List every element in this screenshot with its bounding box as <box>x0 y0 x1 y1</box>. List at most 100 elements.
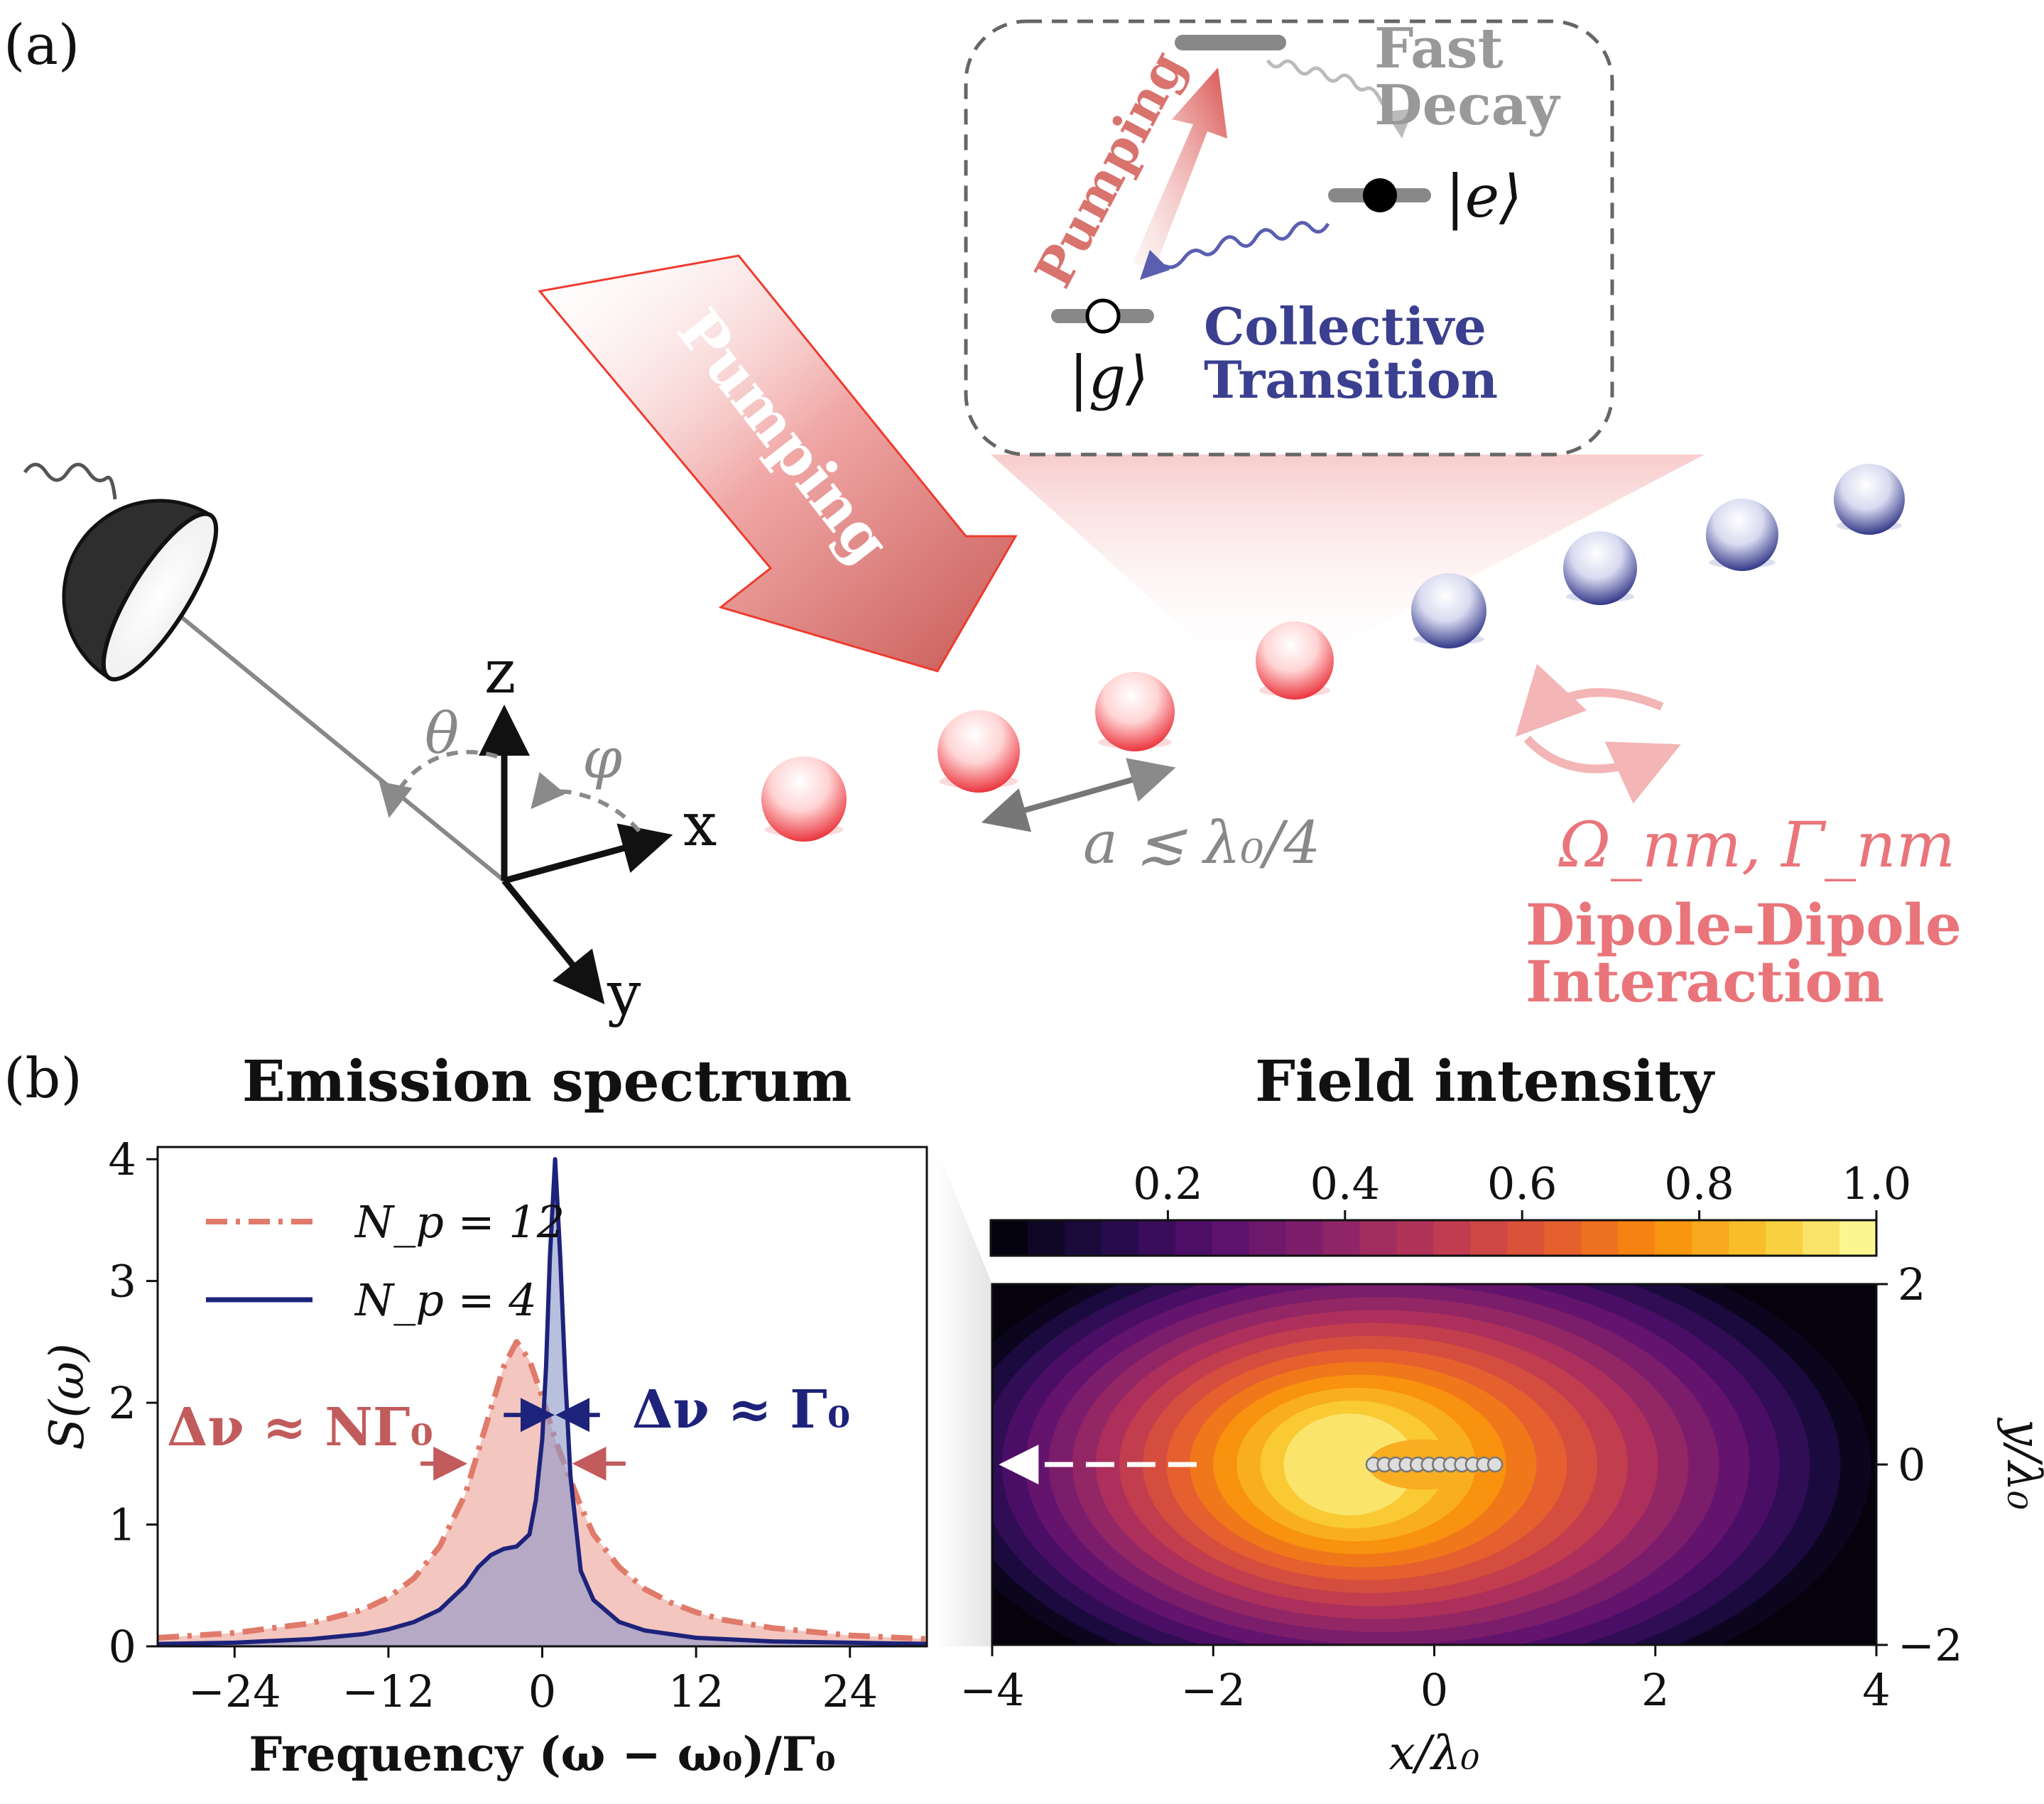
colorbar-segment <box>1692 1220 1730 1256</box>
coupling-label: Ω_nm, Γ_nm <box>1558 808 1955 881</box>
colorbar-segment <box>1766 1220 1804 1256</box>
excited-atom <box>761 756 847 842</box>
colorbar-segment <box>1581 1220 1619 1256</box>
atom-marker <box>1486 1456 1504 1473</box>
spectrum-title: Emission spectrum <box>242 1048 852 1114</box>
x-tick-label: 24 <box>822 1666 878 1717</box>
detector-aperture <box>101 511 219 682</box>
fast-decay-line2: Decay <box>1374 73 1561 138</box>
x-tick-label: 0 <box>1420 1664 1448 1716</box>
collective-line2: Transition <box>1204 349 1498 410</box>
inset-pump-arrow <box>1133 67 1227 270</box>
dipole-arrow-lower <box>1523 735 1681 804</box>
colorbar-segment <box>1285 1220 1324 1256</box>
excited-atom <box>1256 621 1334 700</box>
colorbar-tick-label: 0.2 <box>1133 1158 1203 1210</box>
inset-pumping-label: Pumping <box>1023 41 1197 297</box>
colorbar-segment <box>1396 1220 1435 1256</box>
panel-b-label: (b) <box>4 1047 82 1111</box>
zoom-funnel <box>936 1147 992 1646</box>
x-tick-label: 4 <box>1862 1664 1890 1716</box>
excited-state-label: |e⟩ <box>1445 163 1522 231</box>
coordinate-axes: z x y θ φ <box>379 637 717 1028</box>
colorbar-tick-label: 0.8 <box>1664 1158 1734 1210</box>
series-line-1 <box>157 1157 928 1646</box>
field-x-label: x/λ₀ <box>1389 1726 1480 1781</box>
colorbar-segment <box>1544 1220 1582 1256</box>
inset-box <box>964 19 1614 457</box>
legend-label-np4: N_p = 4 <box>354 1274 537 1326</box>
dipole-arrow-upper <box>1515 663 1664 737</box>
colorbar-segment <box>1803 1220 1841 1256</box>
y-tick-label: 2 <box>109 1377 136 1429</box>
excited-atom <box>937 710 1020 793</box>
x-tick-label: 2 <box>1641 1664 1669 1716</box>
colorbar-tick-label: 0.4 <box>1310 1158 1380 1210</box>
colorbar-segment <box>1359 1220 1398 1256</box>
intensity-contour <box>1283 1413 1415 1516</box>
theta-arc <box>379 749 498 818</box>
spectrum-x-label: Frequency (ω − ω₀)/Γ₀ <box>249 1727 835 1782</box>
y-tick-label: 0 <box>1898 1439 1925 1491</box>
detector <box>62 499 219 682</box>
colorbar-segment <box>1138 1220 1176 1256</box>
x-tick-label: −4 <box>960 1664 1024 1716</box>
phi-arc <box>531 771 641 832</box>
colorbar-segment <box>1729 1220 1767 1256</box>
colorbar-segment <box>1027 1220 1065 1256</box>
colorbar-tick-label: 0.6 <box>1487 1158 1558 1210</box>
spacing-arrow <box>981 758 1176 832</box>
pump-arrow <box>538 254 1018 673</box>
theta-label: θ <box>425 700 459 766</box>
colorbar-segment <box>1618 1220 1656 1256</box>
colorbar: 0.2 0.4 0.6 0.8 1.0 <box>989 1158 1911 1257</box>
panel-a-label: (a) <box>4 13 80 77</box>
colorbar-segment <box>1470 1220 1508 1256</box>
z-axis-label: z <box>484 637 516 707</box>
x-axis <box>503 823 673 884</box>
emitted-photon <box>23 462 117 500</box>
field-heatmap: −4 −2 0 2 4 2 0 −2 x/λ₀ y/λ₀ <box>960 1259 2044 1781</box>
ground-atom <box>1834 464 1905 535</box>
inset-cone <box>991 455 1705 682</box>
field-y-label: y/λ₀ <box>1996 1417 2044 1510</box>
colorbar-segment <box>1655 1220 1693 1256</box>
y-tick-label: 1 <box>109 1499 136 1551</box>
colorbar-segment <box>1433 1220 1472 1256</box>
excited-electron <box>1363 178 1397 212</box>
collective-transition-arrow <box>1139 221 1330 281</box>
detector-line <box>155 594 506 883</box>
x-tick-label: 12 <box>668 1666 724 1717</box>
y-tick-label: 2 <box>1898 1259 1925 1310</box>
colorbar-segment <box>1507 1220 1545 1256</box>
y-tick-label: 4 <box>109 1134 136 1185</box>
y-axis <box>501 879 605 1004</box>
colorbar-segment <box>1064 1220 1102 1256</box>
annotation-narrow-width: Δν ≈ Γ₀ <box>632 1379 850 1440</box>
ground-electron <box>1085 298 1121 334</box>
series-line-0 <box>157 1339 928 1642</box>
colorbar-segment <box>1212 1220 1250 1256</box>
fast-decay-arrow <box>1266 59 1413 138</box>
colorbar-segment <box>1322 1220 1361 1256</box>
x-tick-label: −12 <box>342 1666 435 1717</box>
series-area-1 <box>158 1159 927 1646</box>
atom-chain <box>761 464 1905 842</box>
y-axis-label: y <box>607 959 641 1028</box>
spectrum-y-label: S(ω) <box>40 1343 94 1450</box>
y-tick-label: 3 <box>109 1256 136 1308</box>
field-title: Field intensity <box>1255 1048 1715 1114</box>
dipole-line2: Interaction <box>1526 948 1884 1015</box>
fast-decay-line1: Fast <box>1374 16 1504 81</box>
phi-label: φ <box>582 725 622 791</box>
colorbar-segment <box>1101 1220 1139 1256</box>
x-tick-label: −2 <box>1181 1664 1246 1716</box>
y-tick-label: −2 <box>1898 1619 1962 1671</box>
x-axis-label: x <box>683 790 717 859</box>
colorbar-frame <box>989 1219 1878 1257</box>
excited-atom <box>1095 672 1175 751</box>
dipole-line1: Dipole-Dipole <box>1526 891 1962 958</box>
ground-atom <box>1563 531 1637 605</box>
colorbar-segment <box>1839 1220 1877 1256</box>
